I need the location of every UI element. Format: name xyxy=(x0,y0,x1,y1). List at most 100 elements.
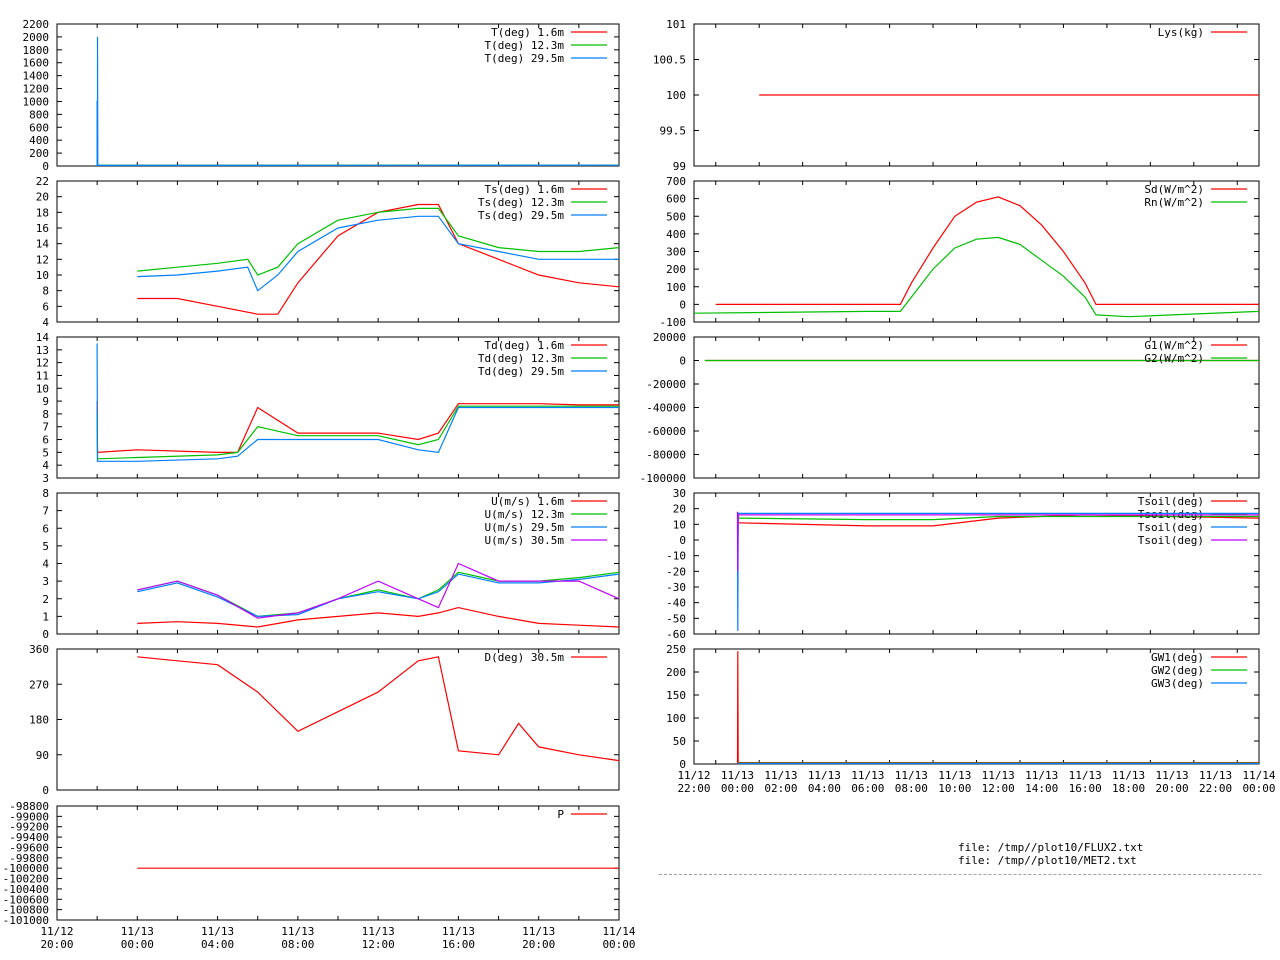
y-tick-label: -98800 xyxy=(9,800,49,813)
y-tick-label: 1000 xyxy=(23,95,50,108)
y-tick-label: 0 xyxy=(679,298,686,311)
y-tick-label: 18 xyxy=(36,206,49,219)
y-tick-label: 2 xyxy=(42,593,49,606)
y-tick-label: -10 xyxy=(666,550,686,563)
y-tick-label: 200 xyxy=(29,147,49,160)
x-tick-label: 11/13 xyxy=(362,925,395,938)
x-tick-label: 00:00 xyxy=(121,938,154,951)
y-tick-label: 12 xyxy=(36,253,49,266)
y-tick-label: 5 xyxy=(42,446,49,459)
y-tick-label: 4 xyxy=(42,459,49,472)
series-line-u xyxy=(137,562,620,619)
y-tick-label: 20 xyxy=(36,191,49,204)
y-tick-label: 2200 xyxy=(23,18,50,31)
y-tick-label: 600 xyxy=(29,121,49,134)
y-tick-label: 800 xyxy=(29,108,49,121)
chart-panel-d: 0 90 180 270 360 D(deg) 30.5m xyxy=(29,643,620,797)
y-tick-label: 0 xyxy=(679,534,686,547)
y-tick-label: 180 xyxy=(29,714,49,727)
series-line-td xyxy=(96,401,619,454)
file-list: file: /tmp//plot10/FLUX2.txt file: /tmp/… xyxy=(958,841,1143,867)
y-tick-label: 1600 xyxy=(23,57,50,70)
y-tick-label: 8 xyxy=(42,487,49,500)
y-tick-label: 6 xyxy=(42,300,49,313)
x-tick-label: 16:00 xyxy=(442,938,475,951)
y-tick-label: 0 xyxy=(679,758,686,771)
x-tick-label: 16:00 xyxy=(1069,782,1102,795)
x-tick-label: 02:00 xyxy=(764,782,797,795)
x-tick-label: 14:00 xyxy=(1025,782,1058,795)
x-tick-label: 11/13 xyxy=(201,925,234,938)
y-tick-label: -60000 xyxy=(646,425,686,438)
y-tick-label: -99200 xyxy=(9,821,49,834)
x-tick-label: 11/13 xyxy=(1069,769,1102,782)
y-tick-label: 700 xyxy=(666,175,686,188)
y-tick-label: 400 xyxy=(666,228,686,241)
legend-label: Ts(deg) 12.3m xyxy=(478,196,564,209)
legend-label: U(m/s) 1.6m xyxy=(491,495,564,508)
y-tick-label: -99800 xyxy=(9,852,49,865)
legend-label: GW1(deg) xyxy=(1151,651,1204,664)
y-tick-label: -100800 xyxy=(3,904,49,917)
y-tick-label: 270 xyxy=(29,678,49,691)
series-line-tsoil xyxy=(736,511,1259,572)
y-tick-label: 4 xyxy=(42,558,49,571)
y-tick-label: -100000 xyxy=(640,472,686,485)
x-tick-label: 04:00 xyxy=(808,782,841,795)
y-tick-label: -80000 xyxy=(646,449,686,462)
x-tick-label: 08:00 xyxy=(281,938,314,951)
y-tick-label: 90 xyxy=(36,749,49,762)
y-tick-label: 0 xyxy=(42,784,49,797)
series-line-d xyxy=(137,656,620,762)
y-tick-label: 7 xyxy=(42,505,49,518)
y-tick-label: -99400 xyxy=(9,831,49,844)
legend-label: Rn(W/m^2) xyxy=(1144,196,1204,209)
y-tick-label: 1200 xyxy=(23,83,50,96)
y-tick-label: -40000 xyxy=(646,402,686,415)
y-tick-label: 11 xyxy=(36,369,49,382)
y-tick-label: 6 xyxy=(42,522,49,535)
y-tick-label: -99000 xyxy=(9,810,49,823)
y-tick-label: 7 xyxy=(42,421,49,434)
x-tick-label: 11/13 xyxy=(1199,769,1232,782)
y-tick-label: 200 xyxy=(666,263,686,276)
y-tick-label: -50 xyxy=(666,612,686,625)
x-tick-label: 06:00 xyxy=(851,782,884,795)
y-tick-label: -99600 xyxy=(9,841,49,854)
y-tick-label: 6 xyxy=(42,434,49,447)
x-tick-label: 20:00 xyxy=(40,938,73,951)
series-line-ts xyxy=(137,207,620,276)
x-tick-label: 11/12 xyxy=(677,769,710,782)
x-tick-label: 00:00 xyxy=(602,938,635,951)
x-tick-label: 20:00 xyxy=(1156,782,1189,795)
x-tick-label: 11/13 xyxy=(808,769,841,782)
x-tick-label: 11/13 xyxy=(982,769,1015,782)
y-tick-label: 30 xyxy=(673,487,686,500)
series-line-t xyxy=(96,36,620,167)
legend-label: Td(deg) 12.3m xyxy=(478,352,564,365)
y-tick-label: 101 xyxy=(666,18,686,31)
dashed-separator xyxy=(659,874,1261,875)
legend-label: T(deg) 12.3m xyxy=(485,39,565,52)
y-tick-label: 250 xyxy=(666,643,686,656)
series-line-ts xyxy=(137,215,619,292)
y-tick-label: -100600 xyxy=(3,893,49,906)
legend-label: Tsoil(deg) xyxy=(1138,495,1204,508)
x-tick-label: 11/13 xyxy=(522,925,555,938)
x-tick-label: 11/13 xyxy=(442,925,475,938)
y-tick-label: -100400 xyxy=(3,883,49,896)
y-tick-label: 400 xyxy=(29,134,49,147)
x-tick-label: 22:00 xyxy=(1199,782,1232,795)
series-line-u xyxy=(137,573,620,618)
y-tick-label: -100 xyxy=(660,316,687,329)
y-tick-label: 3 xyxy=(42,575,49,588)
y-tick-label: 1400 xyxy=(23,70,50,83)
y-tick-label: -40 xyxy=(666,597,686,610)
x-tick-label: 11/13 xyxy=(851,769,884,782)
x-tick-label: 11/14 xyxy=(1242,769,1275,782)
y-tick-label: 0 xyxy=(42,628,49,641)
y-tick-label: 10 xyxy=(36,269,49,282)
